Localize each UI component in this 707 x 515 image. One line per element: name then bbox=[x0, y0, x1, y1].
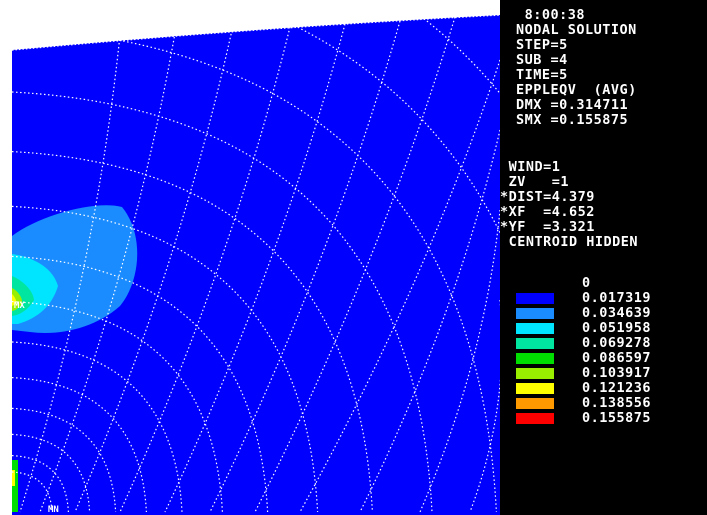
mesh-spoke bbox=[164, 23, 346, 513]
legend-entry: 0.155875 bbox=[516, 411, 706, 426]
domain-fill bbox=[12, 15, 500, 515]
info-line: TIME=5 bbox=[516, 67, 568, 83]
mesh-spoke bbox=[469, 300, 500, 513]
legend-value: 0.103917 bbox=[582, 365, 652, 381]
legend-swatch bbox=[516, 338, 554, 349]
legend-swatch bbox=[516, 353, 554, 364]
legend-value: 0.138556 bbox=[582, 395, 652, 411]
info-line: STEP=5 bbox=[516, 37, 568, 53]
info-line: SMX =0.155875 bbox=[516, 112, 629, 128]
mesh-arc bbox=[11, 433, 91, 513]
legend-entry: 0.121236 bbox=[516, 381, 706, 396]
legend-swatch bbox=[516, 308, 554, 319]
legend-swatch bbox=[516, 368, 554, 379]
window-line: ZV =1 bbox=[500, 174, 570, 190]
legend-value: 0.086597 bbox=[582, 350, 652, 366]
contour-zone-7-bottom bbox=[12, 470, 15, 486]
legend-entry: 0.086597 bbox=[516, 351, 706, 366]
mesh-spoke bbox=[119, 26, 291, 513]
window-line: WIND=1 bbox=[500, 159, 561, 175]
legend-value: 0.155875 bbox=[582, 410, 652, 426]
legend-value: 0.069278 bbox=[582, 335, 652, 351]
mesh-spoke bbox=[359, 129, 500, 513]
legend-entry: 0.051958 bbox=[516, 321, 706, 336]
mesh-arc bbox=[11, 27, 497, 513]
legend-entry: 0.069278 bbox=[516, 336, 706, 351]
legend-swatch bbox=[516, 383, 554, 394]
legend-entry: 0.017319 bbox=[516, 291, 706, 306]
legend-panel: 8:00:38 NODAL SOLUTION STEP=5 SUB =4 TIME=5 E… bbox=[500, 0, 707, 515]
mesh-spoke bbox=[299, 59, 500, 513]
mesh-spoke bbox=[39, 32, 176, 513]
plot-viewport[interactable]: MX MN bbox=[0, 0, 500, 515]
legend-entry: 0.034639 bbox=[516, 306, 706, 321]
mesh-spoke bbox=[209, 20, 401, 513]
mesh-spoke bbox=[74, 29, 233, 513]
info-line: 8:00:38 bbox=[516, 7, 586, 23]
mesh-arc bbox=[11, 471, 53, 513]
contour-zone-7 bbox=[12, 294, 17, 306]
contour-plot[interactable]: MX MN bbox=[0, 0, 500, 515]
legend-swatch bbox=[516, 293, 554, 304]
mesh-arc bbox=[11, 455, 69, 513]
legend-swatch bbox=[516, 398, 554, 409]
info-line: SUB =4 bbox=[516, 52, 568, 68]
max-marker: MX bbox=[14, 301, 25, 311]
legend-value: 0.051958 bbox=[582, 320, 652, 336]
mesh-arc bbox=[11, 91, 433, 513]
legend-value: 0.121236 bbox=[582, 380, 652, 396]
legend-entry: 0.138556 bbox=[516, 396, 706, 411]
info-line: DMX =0.314711 bbox=[516, 97, 629, 113]
mesh-spoke bbox=[254, 16, 456, 513]
info-line: NODAL SOLUTION bbox=[516, 22, 637, 38]
window-line: *YF =3.321 bbox=[500, 219, 595, 235]
contour-zone-6 bbox=[12, 288, 23, 311]
window-line: CENTROID HIDDEN bbox=[500, 234, 639, 250]
mesh-boundary bbox=[11, 14, 500, 51]
mesh-arc bbox=[11, 205, 319, 513]
window-line: *XF =4.652 bbox=[500, 204, 595, 220]
min-marker: MN bbox=[48, 505, 59, 515]
legend-min-label: 0 bbox=[582, 275, 591, 291]
window-line: *DIST=4.379 bbox=[500, 189, 595, 205]
legend-swatch bbox=[516, 413, 554, 424]
legend-value: 0.034639 bbox=[582, 305, 652, 321]
legend-swatch bbox=[516, 323, 554, 334]
legend-entry: 0.103917 bbox=[516, 366, 706, 381]
legend-value: 0.017319 bbox=[582, 290, 652, 306]
info-line: EPPLEQV (AVG) bbox=[516, 82, 637, 98]
mesh-arc bbox=[11, 151, 373, 513]
